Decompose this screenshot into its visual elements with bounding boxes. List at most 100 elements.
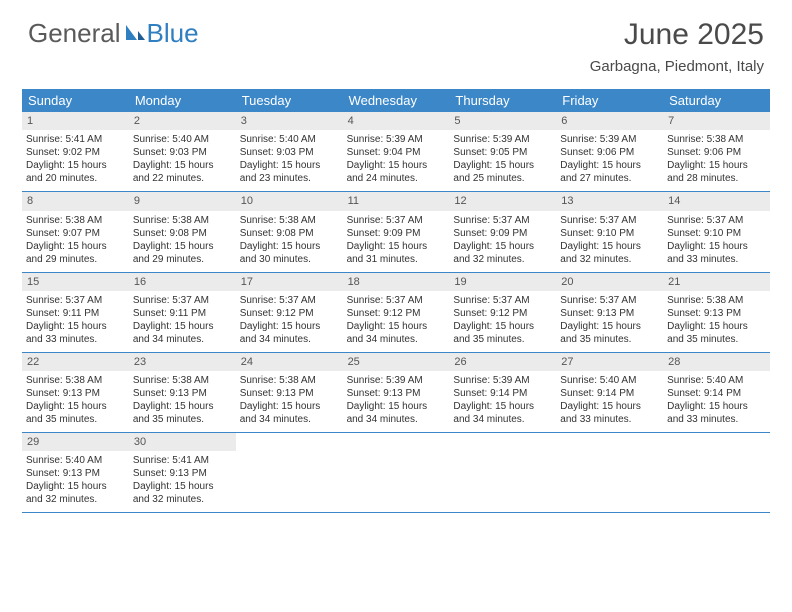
- daylight-text: Daylight: 15 hours and 33 minutes.: [667, 240, 766, 266]
- daylight-text: Daylight: 15 hours and 33 minutes.: [26, 320, 125, 346]
- sunset-text: Sunset: 9:13 PM: [667, 307, 766, 320]
- calendar-week-row: 1Sunrise: 5:41 AMSunset: 9:02 PMDaylight…: [22, 112, 770, 192]
- calendar-cell: 18Sunrise: 5:37 AMSunset: 9:12 PMDayligh…: [343, 273, 450, 352]
- logo-sail-icon: [124, 18, 146, 49]
- day-number: 26: [449, 353, 556, 371]
- day-number: 30: [129, 433, 236, 451]
- sunset-text: Sunset: 9:13 PM: [240, 387, 339, 400]
- daylight-text: Daylight: 15 hours and 35 minutes.: [133, 400, 232, 426]
- day-number: 17: [236, 273, 343, 291]
- day-number: 9: [129, 192, 236, 210]
- sunrise-text: Sunrise: 5:38 AM: [133, 374, 232, 387]
- daylight-text: Daylight: 15 hours and 34 minutes.: [133, 320, 232, 346]
- day-number: 10: [236, 192, 343, 210]
- sunset-text: Sunset: 9:13 PM: [133, 387, 232, 400]
- calendar-cell: 25Sunrise: 5:39 AMSunset: 9:13 PMDayligh…: [343, 353, 450, 432]
- sunset-text: Sunset: 9:06 PM: [667, 146, 766, 159]
- sunset-text: Sunset: 9:04 PM: [347, 146, 446, 159]
- sunset-text: Sunset: 9:02 PM: [26, 146, 125, 159]
- daylight-text: Daylight: 15 hours and 20 minutes.: [26, 159, 125, 185]
- day-number: 24: [236, 353, 343, 371]
- sunrise-text: Sunrise: 5:41 AM: [26, 133, 125, 146]
- day-number: 16: [129, 273, 236, 291]
- logo: General Blue: [28, 18, 199, 49]
- calendar-cell: [236, 433, 343, 512]
- sunset-text: Sunset: 9:13 PM: [26, 387, 125, 400]
- daylight-text: Daylight: 15 hours and 32 minutes.: [26, 480, 125, 506]
- calendar-cell: 23 Sunrise: 5:38 AMSunset: 9:13 PMDayligh…: [129, 353, 236, 432]
- sunrise-text: Sunrise: 5:39 AM: [453, 374, 552, 387]
- sunrise-text: Sunrise: 5:38 AM: [26, 374, 125, 387]
- calendar-cell: 4Sunrise: 5:39 AMSunset: 9:04 PMDaylight…: [343, 112, 450, 191]
- daylight-text: Daylight: 15 hours and 29 minutes.: [26, 240, 125, 266]
- calendar-cell: [343, 433, 450, 512]
- sunset-text: Sunset: 9:05 PM: [453, 146, 552, 159]
- sunrise-text: Sunrise: 5:37 AM: [347, 214, 446, 227]
- day-number: 15: [22, 273, 129, 291]
- calendar-cell: 22Sunrise: 5:38 AMSunset: 9:13 PMDayligh…: [22, 353, 129, 432]
- daylight-text: Daylight: 15 hours and 31 minutes.: [347, 240, 446, 266]
- day-number: 5: [449, 112, 556, 130]
- sunrise-text: Sunrise: 5:39 AM: [453, 133, 552, 146]
- day-number: 28: [663, 353, 770, 371]
- sunset-text: Sunset: 9:06 PM: [560, 146, 659, 159]
- page-header: General Blue June 2025 Garbagna, Piedmon…: [0, 0, 792, 83]
- logo-text-2: Blue: [147, 18, 199, 49]
- daylight-text: Daylight: 15 hours and 33 minutes.: [667, 400, 766, 426]
- title-block: June 2025 Garbagna, Piedmont, Italy: [590, 18, 764, 75]
- sunset-text: Sunset: 9:03 PM: [133, 146, 232, 159]
- calendar-cell: 21Sunrise: 5:38 AMSunset: 9:13 PMDayligh…: [663, 273, 770, 352]
- sunset-text: Sunset: 9:13 PM: [560, 307, 659, 320]
- daylight-text: Daylight: 15 hours and 24 minutes.: [347, 159, 446, 185]
- calendar-cell: 8Sunrise: 5:38 AMSunset: 9:07 PMDaylight…: [22, 192, 129, 271]
- daylight-text: Daylight: 15 hours and 34 minutes.: [240, 400, 339, 426]
- day-number: 23: [129, 353, 236, 371]
- day-number: 22: [22, 353, 129, 371]
- day-number: 20: [556, 273, 663, 291]
- sunrise-text: Sunrise: 5:37 AM: [240, 294, 339, 307]
- weekday-header: Tuesday: [236, 89, 343, 112]
- daylight-text: Daylight: 15 hours and 34 minutes.: [347, 400, 446, 426]
- calendar-week-row: 22Sunrise: 5:38 AMSunset: 9:13 PMDayligh…: [22, 353, 770, 433]
- weeks-container: 1Sunrise: 5:41 AMSunset: 9:02 PMDaylight…: [22, 112, 770, 513]
- daylight-text: Daylight: 15 hours and 27 minutes.: [560, 159, 659, 185]
- sunrise-text: Sunrise: 5:41 AM: [133, 454, 232, 467]
- sunset-text: Sunset: 9:11 PM: [26, 307, 125, 320]
- day-number: 8: [22, 192, 129, 210]
- sunrise-text: Sunrise: 5:38 AM: [26, 214, 125, 227]
- sunrise-text: Sunrise: 5:38 AM: [667, 133, 766, 146]
- calendar: Sunday Monday Tuesday Wednesday Thursday…: [0, 83, 792, 513]
- sunset-text: Sunset: 9:09 PM: [347, 227, 446, 240]
- calendar-cell: 13Sunrise: 5:37 AMSunset: 9:10 PMDayligh…: [556, 192, 663, 271]
- daylight-text: Daylight: 15 hours and 28 minutes.: [667, 159, 766, 185]
- location-label: Garbagna, Piedmont, Italy: [590, 58, 764, 75]
- sunrise-text: Sunrise: 5:40 AM: [240, 133, 339, 146]
- calendar-cell: 26Sunrise: 5:39 AMSunset: 9:14 PMDayligh…: [449, 353, 556, 432]
- day-number: 13: [556, 192, 663, 210]
- sunset-text: Sunset: 9:10 PM: [667, 227, 766, 240]
- calendar-cell: 7Sunrise: 5:38 AMSunset: 9:06 PMDaylight…: [663, 112, 770, 191]
- day-number: 11: [343, 192, 450, 210]
- sunrise-text: Sunrise: 5:37 AM: [453, 294, 552, 307]
- sunset-text: Sunset: 9:14 PM: [453, 387, 552, 400]
- sunset-text: Sunset: 9:14 PM: [667, 387, 766, 400]
- sunset-text: Sunset: 9:08 PM: [133, 227, 232, 240]
- calendar-cell: 2Sunrise: 5:40 AMSunset: 9:03 PMDaylight…: [129, 112, 236, 191]
- daylight-text: Daylight: 15 hours and 29 minutes.: [133, 240, 232, 266]
- calendar-cell: 5Sunrise: 5:39 AMSunset: 9:05 PMDaylight…: [449, 112, 556, 191]
- sunset-text: Sunset: 9:12 PM: [347, 307, 446, 320]
- calendar-cell: 3Sunrise: 5:40 AMSunset: 9:03 PMDaylight…: [236, 112, 343, 191]
- weekday-header: Sunday: [22, 89, 129, 112]
- calendar-cell: 24Sunrise: 5:38 AMSunset: 9:13 PMDayligh…: [236, 353, 343, 432]
- sunrise-text: Sunrise: 5:38 AM: [133, 214, 232, 227]
- calendar-cell: 28Sunrise: 5:40 AMSunset: 9:14 PMDayligh…: [663, 353, 770, 432]
- sunrise-text: Sunrise: 5:38 AM: [240, 214, 339, 227]
- daylight-text: Daylight: 15 hours and 34 minutes.: [240, 320, 339, 346]
- logo-text-1: General: [28, 18, 121, 49]
- sunset-text: Sunset: 9:12 PM: [240, 307, 339, 320]
- calendar-week-row: 29Sunrise: 5:40 AMSunset: 9:13 PMDayligh…: [22, 433, 770, 513]
- day-number: 29: [22, 433, 129, 451]
- daylight-text: Daylight: 15 hours and 34 minutes.: [347, 320, 446, 346]
- weekday-header: Thursday: [449, 89, 556, 112]
- sunset-text: Sunset: 9:03 PM: [240, 146, 339, 159]
